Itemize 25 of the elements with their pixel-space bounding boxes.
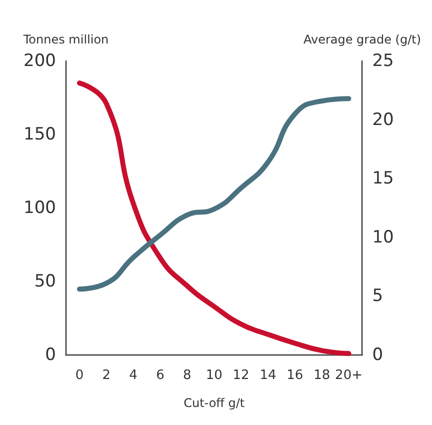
y2-tick-label: 0	[372, 345, 384, 365]
x-tick-label: 6	[156, 368, 164, 383]
y2-tick-label: 25	[372, 51, 394, 71]
y2-tick-label: 15	[372, 168, 394, 189]
x-tick-label: 4	[129, 368, 138, 383]
y2-tick-label: 5	[372, 286, 384, 306]
y2-tick-label: 10	[372, 227, 394, 248]
y-tick-label: 150	[24, 124, 56, 144]
x-tick-label: 10	[206, 368, 222, 383]
x-tick-label: 20+	[335, 368, 362, 383]
x-tick-label: 12	[232, 368, 250, 383]
y-tick-label: 0	[45, 345, 56, 365]
x-tick-label: 18	[314, 368, 330, 383]
y2-tick-label: 20	[372, 110, 394, 130]
x-tick-label: 14	[260, 368, 276, 383]
y-tick-label: 50	[34, 272, 56, 292]
x-tick-label: 16	[286, 368, 304, 383]
x-axis-title: Cut-off g/t	[184, 396, 245, 410]
y-tick-label: 200	[24, 51, 56, 71]
y-tick-label: 100	[24, 198, 56, 218]
x-tick-label: 2	[102, 368, 111, 383]
y-axis-title: Tonnes million	[22, 32, 109, 46]
y2-axis-title: Average grade (g/t)	[303, 32, 422, 46]
x-tick-label: 0	[75, 368, 84, 383]
x-tick-label: 8	[183, 368, 192, 383]
